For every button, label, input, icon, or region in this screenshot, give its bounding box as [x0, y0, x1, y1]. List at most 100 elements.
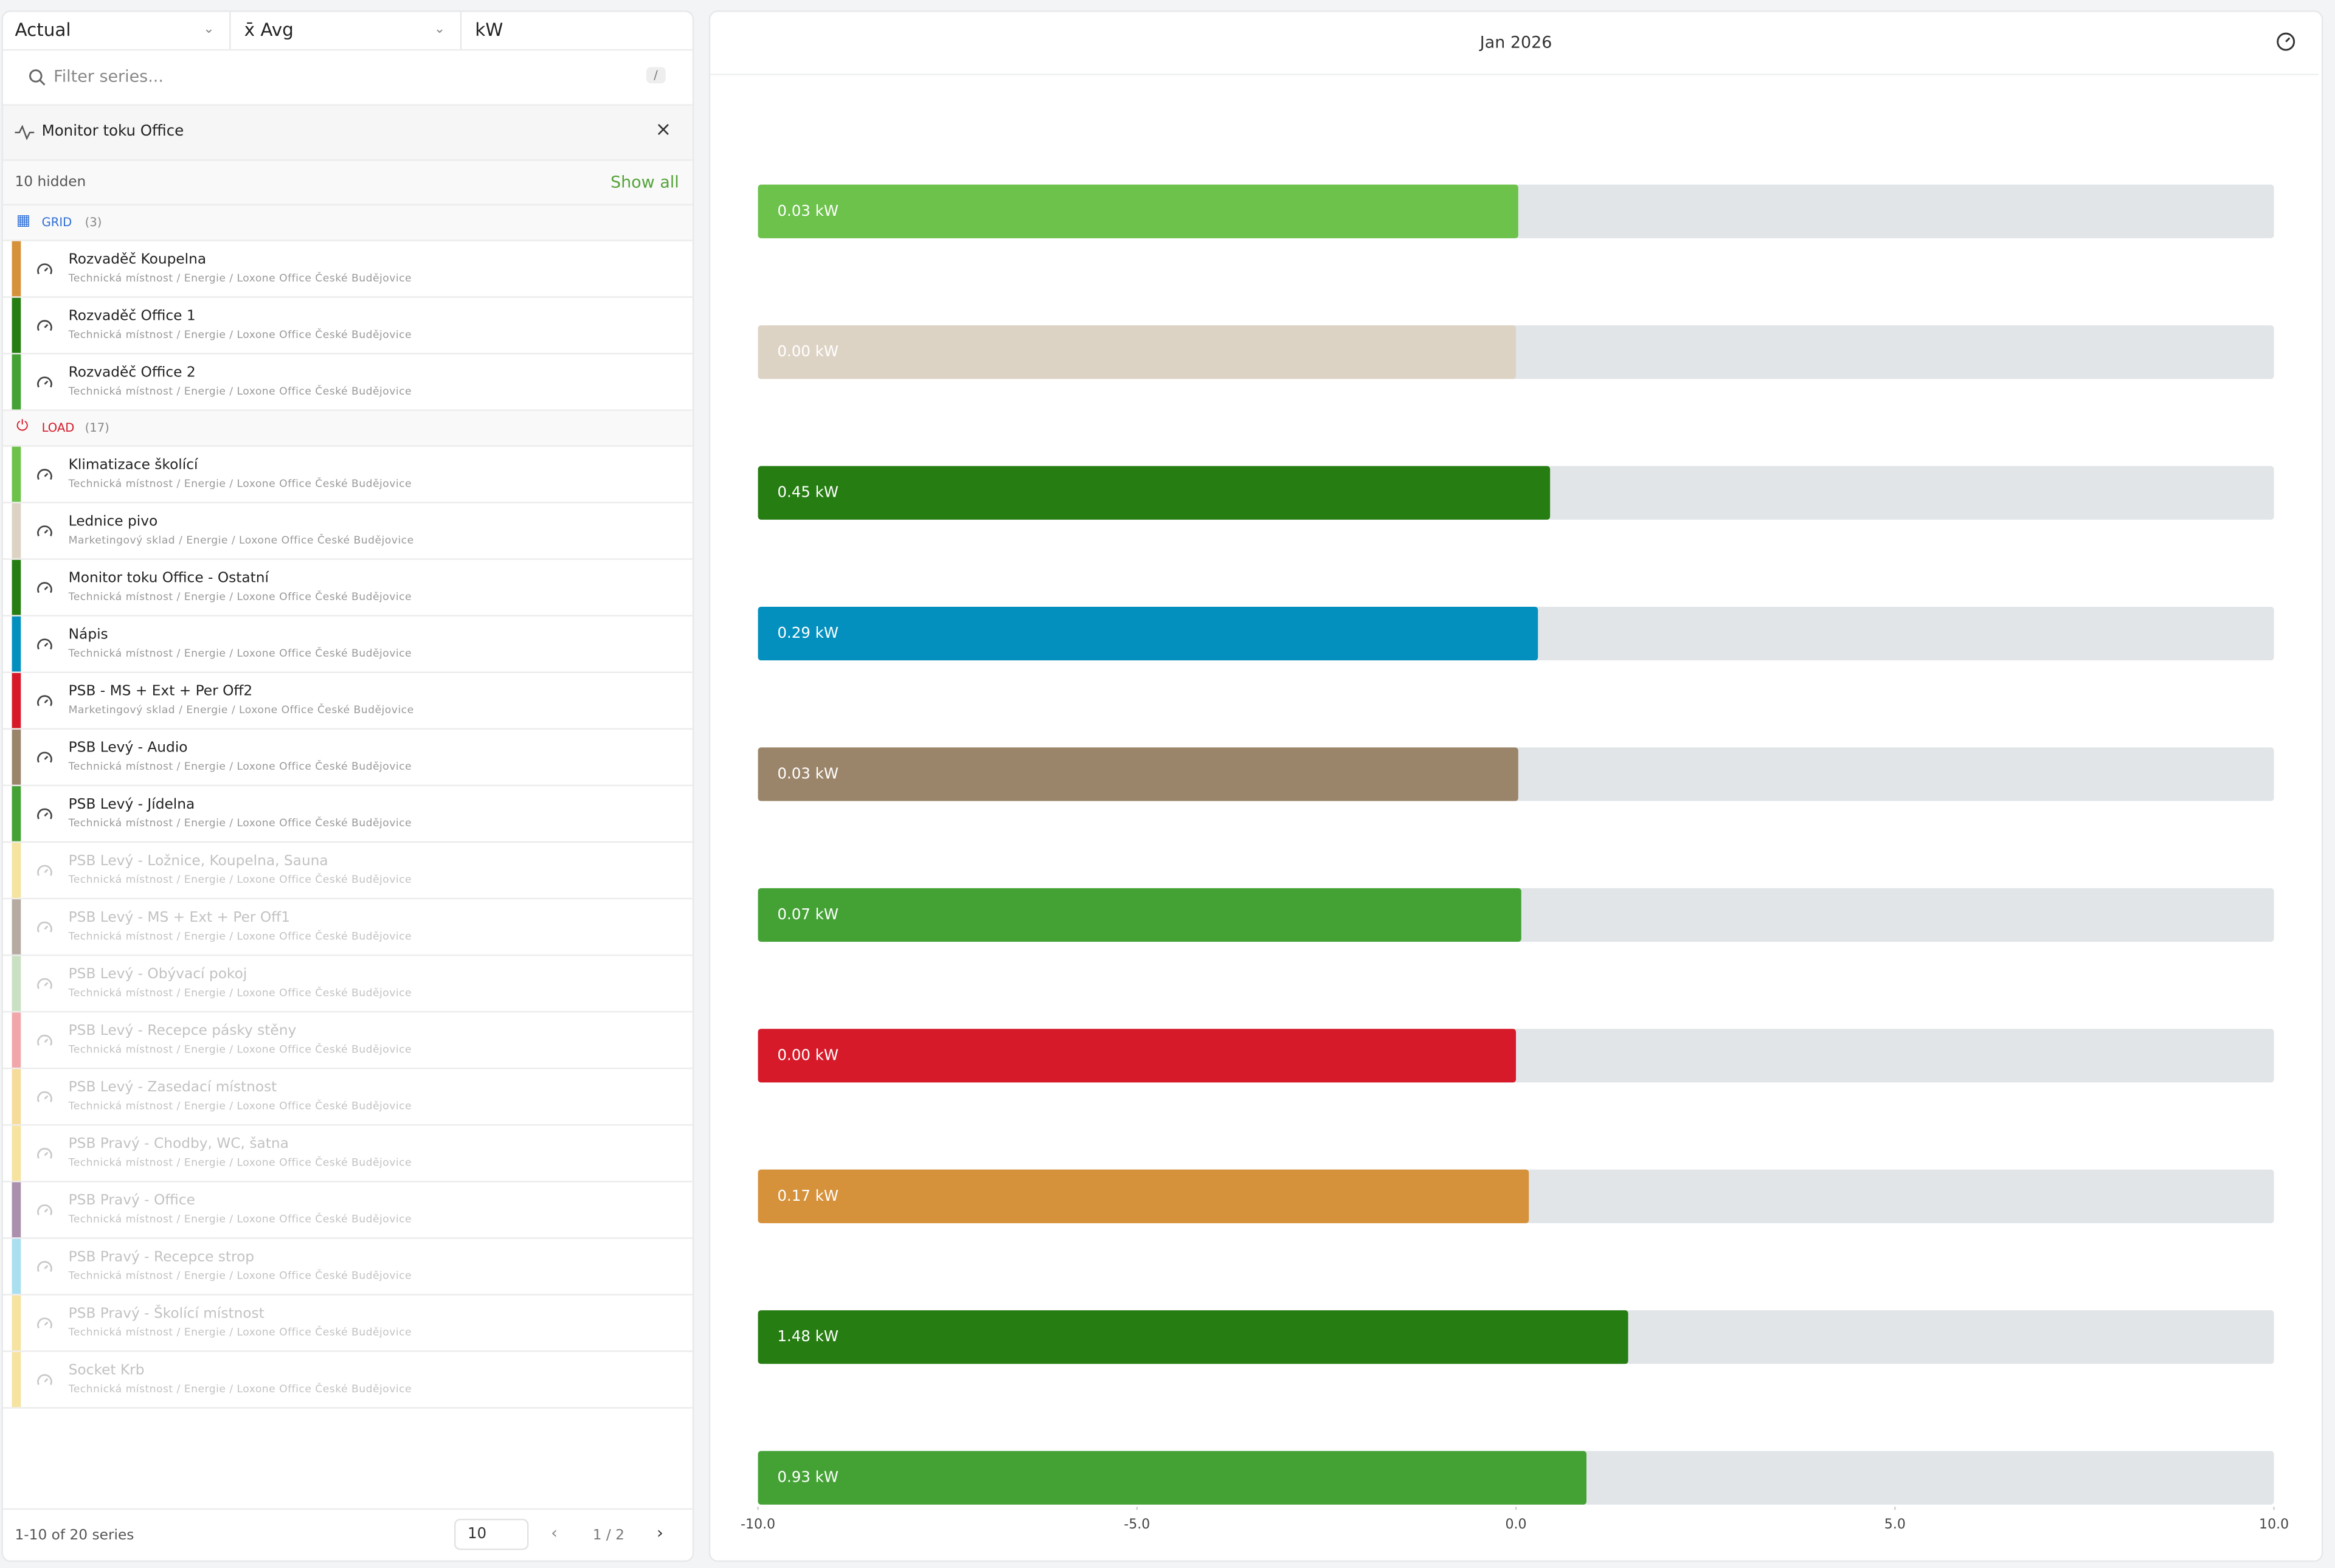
filter[interactable]: Filter series... / [2, 50, 693, 106]
gauge-icon [37, 582, 52, 593]
series-path: Technická místnost / Energie / Loxone Of… [68, 817, 412, 830]
gauge-icon [37, 1261, 52, 1273]
series-item[interactable]: PSB Levý - Ložnice, Koupelna, Sauna Techn… [2, 843, 693, 900]
gauge-icon [37, 320, 52, 331]
series-item[interactable]: Rozvaděč Office 1 Technická místnost / En… [2, 297, 693, 354]
series-color [12, 1012, 21, 1068]
series-name: PSB Levý - Obývací pokoj [68, 966, 247, 983]
close[interactable]: × [655, 119, 672, 142]
aggregate-select[interactable]: x̄ Avg ⌄ [232, 12, 462, 49]
gauge-button[interactable] [2277, 32, 2295, 51]
series-item[interactable]: PSB - MS + Ext + Per Off2 Marketingový sk… [2, 672, 693, 730]
series-item[interactable]: PSB Levý - Jídelna Technická místnost / E… [2, 786, 693, 843]
series-path: Technická místnost / Energie / Loxone Of… [68, 329, 412, 341]
prev[interactable]: ‹ [551, 1523, 558, 1543]
gauge-icon [37, 808, 52, 820]
series-name: PSB - MS + Ext + Per Off2 [68, 683, 253, 700]
series-name: PSB Pravý - Chodby, WC, šatna [68, 1136, 289, 1153]
value-label: 0.93 kW [777, 1468, 839, 1486]
series-item[interactable]: Monitor toku Office - Ostatní Technická m… [2, 559, 693, 616]
series-item[interactable]: PSB Levý - MS + Ext + Per Off1 Technická … [2, 899, 693, 956]
series-color [12, 1238, 21, 1294]
value-label: 0.07 kW [777, 905, 839, 923]
x-tick-label: 10.0 [2259, 1517, 2289, 1532]
gauge-icon [37, 865, 52, 876]
page-size[interactable]: 10 [454, 1518, 529, 1550]
value-label: 0.00 kW [777, 342, 839, 360]
bar [758, 184, 1518, 238]
series-item[interactable]: Rozvaděč Office 2 Technická místnost / En… [2, 354, 693, 411]
chevron: ⌄ [434, 22, 446, 38]
series-color [12, 559, 21, 615]
value-label: 0.00 kW [777, 1046, 839, 1063]
series-path: Technická místnost / Energie / Loxone Of… [68, 648, 412, 660]
series-name: PSB Levý - Jídelna [68, 796, 195, 813]
gauge-icon [37, 376, 52, 388]
series-path: Marketingový sklad / Energie / Loxone Of… [68, 534, 414, 547]
page: 1 / 2 [592, 1527, 624, 1544]
selection: Monitor toku Office × [2, 105, 693, 161]
mode-select[interactable]: Actual ⌄ [3, 12, 231, 49]
series-item[interactable]: Rozvaděč Koupelna Technická místnost / En… [2, 241, 693, 298]
series-item[interactable]: PSB Levý - Zasedací místnost Technická mí… [2, 1069, 693, 1126]
group-count: (3) [85, 216, 102, 230]
unit-select[interactable]: kW [463, 12, 693, 49]
unit: kW [475, 19, 503, 41]
hidden-count: 10 hidden [15, 174, 86, 191]
gauge-icon [37, 1091, 52, 1102]
gauge-icon [37, 525, 52, 537]
series-path: Technická místnost / Energie / Loxone Of… [68, 874, 412, 886]
series-item[interactable]: PSB Pravý - Chodby, WC, šatna Technická m… [2, 1125, 693, 1183]
gauge-icon [37, 978, 52, 989]
series-name: PSB Levý - Ložnice, Koupelna, Sauna [68, 853, 328, 870]
gauge-icon [37, 1147, 52, 1159]
series-item[interactable]: PSB Levý - Recepce pásky stěny Technická … [2, 1012, 693, 1069]
series-item[interactable]: Nápis Technická místnost / Energie / Loxo… [2, 616, 693, 673]
series-color [12, 1352, 21, 1407]
range: 1-10 of 20 series [15, 1527, 134, 1544]
series-color [12, 786, 21, 841]
series-item[interactable]: Socket Krb Technická místnost / Energie /… [2, 1352, 693, 1409]
series-name: Nápis [68, 627, 108, 643]
series-name: Rozvaděč Koupelna [68, 251, 207, 268]
gauge-icon [37, 1318, 52, 1329]
series-color [12, 672, 21, 728]
series-path: Technická místnost / Energie / Loxone Of… [68, 1156, 412, 1169]
x-tick-label: -5.0 [1124, 1517, 1150, 1532]
value-label: 0.45 kW [777, 483, 839, 501]
series-name: PSB Pravý - Školící místnost [68, 1305, 265, 1322]
filter-placeholder: Filter series... [54, 67, 164, 87]
bar [758, 747, 1518, 801]
bar [758, 1029, 1517, 1083]
gauge-icon [37, 1034, 52, 1046]
series-item[interactable]: Klimatizace školící Technická místnost / … [2, 446, 693, 503]
series-item[interactable]: PSB Levý - Audio Technická místnost / Ene… [2, 730, 693, 787]
group-name: LOAD [41, 421, 75, 435]
gauge-icon [37, 1374, 52, 1386]
series-path: Technická místnost / Energie / Loxone Of… [68, 1043, 412, 1056]
value-label: 1.48 kW [777, 1327, 839, 1345]
series-item[interactable]: Lednice pivo Marketingový sklad / Energie… [2, 503, 693, 560]
bar [758, 606, 1538, 661]
gauge-icon [37, 1204, 52, 1215]
series-name: Socket Krb [68, 1362, 145, 1379]
series-item[interactable]: PSB Pravý - Office Technická místnost / E… [2, 1182, 693, 1239]
gauge-icon [37, 469, 52, 480]
chart-title: Jan 2026 [1479, 33, 1552, 52]
value-label: 0.17 kW [777, 1187, 839, 1204]
pager: 1-10 of 20 series 10 ‹ 1 / 2 › [2, 1508, 693, 1561]
chevron: ⌄ [203, 22, 215, 38]
series-color [12, 503, 21, 559]
show-all[interactable]: Show all [611, 173, 679, 192]
next[interactable]: › [657, 1523, 663, 1543]
series-item[interactable]: PSB Pravý - Recepce strop Technická místn… [2, 1238, 693, 1296]
series-item[interactable]: PSB Levý - Obývací pokoj Technická místno… [2, 956, 693, 1013]
bar [758, 1169, 1529, 1223]
gauge-icon [37, 921, 52, 933]
pulse-icon [15, 125, 35, 140]
series-name: PSB Levý - Recepce pásky stěny [68, 1023, 297, 1040]
series-item[interactable]: PSB Pravý - Školící místnost Technická mí… [2, 1295, 693, 1352]
series-path: Technická místnost / Energie / Loxone Of… [68, 1269, 412, 1282]
series-color [12, 899, 21, 955]
